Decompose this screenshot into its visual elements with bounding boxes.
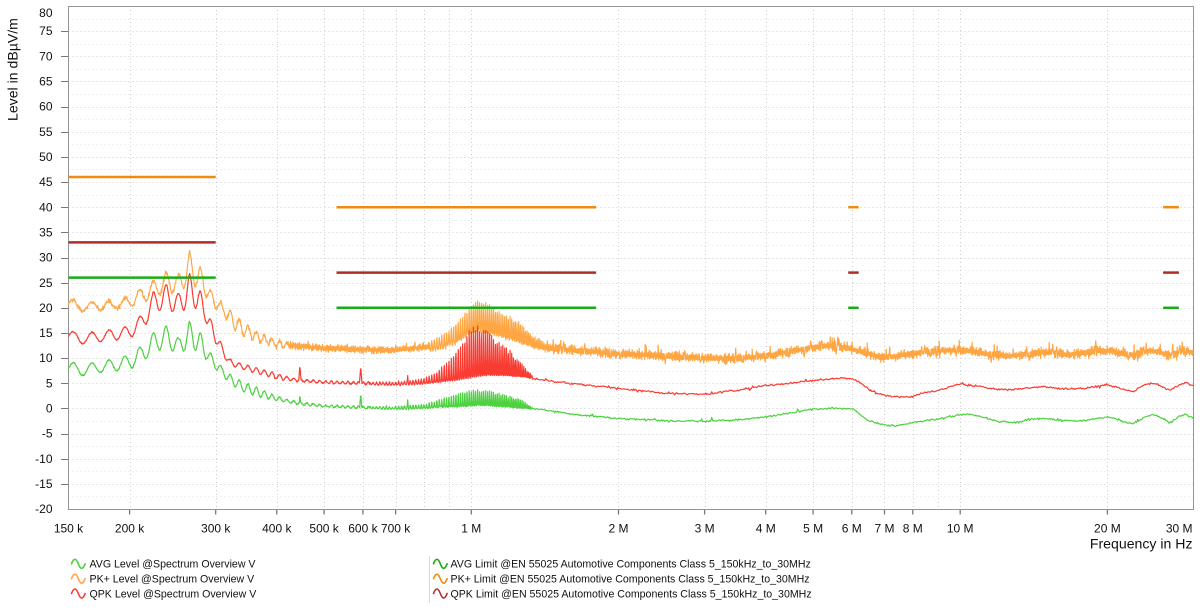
svg-text:20: 20	[39, 301, 53, 315]
svg-text:20 M: 20 M	[1094, 521, 1121, 535]
svg-text:500 k: 500 k	[309, 521, 339, 535]
svg-text:7 M: 7 M	[874, 521, 894, 535]
svg-text:QPK Limit @EN 55025 Automotive: QPK Limit @EN 55025 Automotive Component…	[451, 588, 812, 600]
svg-text:75: 75	[39, 24, 53, 38]
svg-text:1 M: 1 M	[461, 521, 481, 535]
svg-text:5 M: 5 M	[803, 521, 823, 535]
svg-text:30 M: 30 M	[1166, 521, 1193, 535]
svg-text:5: 5	[46, 376, 53, 390]
svg-text:60: 60	[39, 100, 53, 114]
svg-text:150 k: 150 k	[54, 521, 84, 535]
svg-text:6 M: 6 M	[842, 521, 862, 535]
svg-text:AVG Limit @EN 55025 Automotive: AVG Limit @EN 55025 Automotive Component…	[451, 559, 811, 571]
svg-text:10 M: 10 M	[947, 521, 974, 535]
svg-text:400 k: 400 k	[262, 521, 292, 535]
svg-text:600 k: 600 k	[348, 521, 378, 535]
svg-text:-20: -20	[35, 502, 53, 516]
svg-text:45: 45	[39, 175, 53, 189]
svg-text:50: 50	[39, 150, 53, 164]
svg-text:55: 55	[39, 125, 53, 139]
svg-text:35: 35	[39, 225, 53, 239]
svg-text:Frequency in Hz: Frequency in Hz	[1090, 536, 1193, 552]
svg-text:300 k: 300 k	[201, 521, 231, 535]
svg-text:2 M: 2 M	[608, 521, 628, 535]
svg-text:65: 65	[39, 75, 53, 89]
svg-text:PK+ Level @Spectrum Overview V: PK+ Level @Spectrum Overview V	[90, 574, 256, 586]
svg-text:0: 0	[46, 402, 53, 416]
svg-text:200 k: 200 k	[115, 521, 145, 535]
svg-text:30: 30	[39, 251, 53, 265]
svg-text:3 M: 3 M	[695, 521, 715, 535]
svg-text:8 M: 8 M	[903, 521, 923, 535]
svg-text:AVG Level @Spectrum Overview V: AVG Level @Spectrum Overview V	[90, 559, 257, 571]
svg-text:15: 15	[39, 326, 53, 340]
svg-text:80: 80	[39, 6, 53, 20]
svg-text:4 M: 4 M	[756, 521, 776, 535]
svg-text:700 k: 700 k	[381, 521, 411, 535]
svg-text:-15: -15	[35, 477, 53, 491]
svg-text:Level in dBµV/m: Level in dBµV/m	[5, 18, 21, 121]
svg-text:-10: -10	[35, 452, 53, 466]
svg-text:-5: -5	[42, 427, 53, 441]
svg-text:40: 40	[39, 200, 53, 214]
svg-text:QPK Level @Spectrum Overview V: QPK Level @Spectrum Overview V	[90, 588, 258, 600]
svg-text:PK+ Limit @EN 55025 Automotive: PK+ Limit @EN 55025 Automotive Component…	[451, 574, 810, 586]
svg-text:10: 10	[39, 351, 53, 365]
svg-text:70: 70	[39, 49, 53, 63]
svg-text:25: 25	[39, 276, 53, 290]
